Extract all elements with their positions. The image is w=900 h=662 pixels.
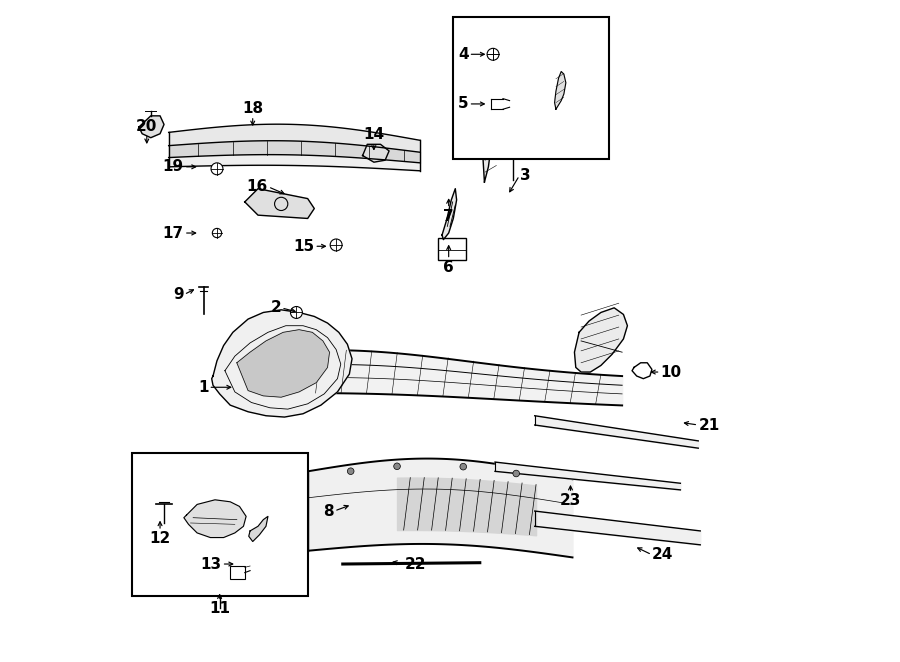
Polygon shape — [632, 363, 652, 379]
Bar — [438, 238, 466, 260]
Circle shape — [212, 228, 221, 238]
Text: 10: 10 — [661, 365, 681, 379]
Text: 7: 7 — [444, 209, 454, 224]
Circle shape — [460, 463, 466, 470]
Polygon shape — [139, 116, 164, 138]
Bar — [132, 453, 308, 596]
Text: 5: 5 — [458, 97, 469, 111]
Text: 17: 17 — [163, 226, 184, 240]
Text: 12: 12 — [149, 531, 171, 546]
Polygon shape — [483, 74, 500, 182]
Circle shape — [393, 463, 400, 469]
Text: 19: 19 — [163, 160, 184, 174]
Text: 6: 6 — [444, 260, 454, 275]
Text: 20: 20 — [136, 118, 158, 134]
Text: 18: 18 — [242, 101, 264, 116]
Circle shape — [513, 470, 519, 477]
Circle shape — [330, 239, 342, 251]
Bar — [454, 17, 609, 159]
Text: 21: 21 — [698, 418, 719, 432]
Circle shape — [487, 48, 499, 60]
Text: 3: 3 — [519, 168, 530, 183]
Polygon shape — [184, 500, 246, 538]
Text: 11: 11 — [209, 601, 230, 616]
Polygon shape — [574, 308, 627, 372]
Text: 16: 16 — [247, 179, 268, 194]
Circle shape — [211, 163, 223, 175]
Text: 13: 13 — [201, 557, 221, 571]
Circle shape — [347, 468, 354, 475]
Polygon shape — [554, 71, 566, 109]
Text: 24: 24 — [652, 547, 673, 562]
Polygon shape — [363, 144, 389, 162]
Text: 2: 2 — [270, 301, 281, 315]
Text: 23: 23 — [560, 493, 581, 508]
Text: 22: 22 — [405, 557, 427, 571]
Bar — [230, 566, 245, 579]
Polygon shape — [442, 189, 456, 240]
Text: 1: 1 — [198, 380, 209, 395]
Text: 8: 8 — [323, 504, 334, 518]
Polygon shape — [248, 516, 268, 542]
Circle shape — [291, 307, 302, 318]
Polygon shape — [212, 310, 352, 417]
Text: 15: 15 — [293, 239, 314, 254]
Text: 9: 9 — [174, 287, 184, 302]
Polygon shape — [245, 189, 314, 218]
Text: 4: 4 — [458, 47, 469, 62]
Text: 14: 14 — [364, 127, 384, 142]
Polygon shape — [237, 330, 329, 397]
